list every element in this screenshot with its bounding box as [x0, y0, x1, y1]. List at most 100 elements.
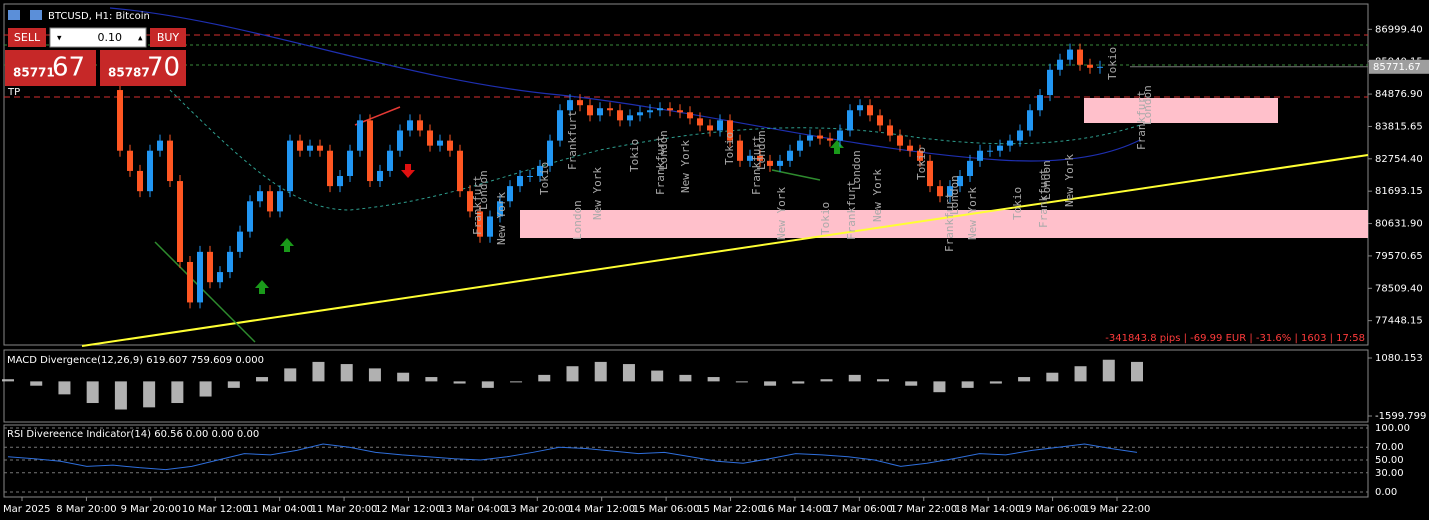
- rsi-tick-label: 0.00: [1375, 487, 1397, 498]
- candle-body: [327, 150, 333, 187]
- macd-bar: [284, 368, 297, 382]
- lot-down: ▾: [57, 34, 62, 44]
- candle-body: [837, 130, 843, 141]
- candle-body: [717, 120, 723, 131]
- buy-label: BUY: [157, 31, 180, 44]
- candle-body: [427, 130, 433, 146]
- candle-body: [827, 138, 833, 141]
- candle-body: [867, 105, 873, 116]
- sell-price-box[interactable]: [5, 50, 96, 86]
- macd-bar: [227, 381, 240, 388]
- session-label: London: [1040, 160, 1053, 200]
- candle-body: [577, 100, 583, 106]
- candle-body: [797, 140, 803, 151]
- candle-body: [727, 120, 733, 141]
- candle-body: [227, 251, 233, 273]
- macd-bar: [1046, 372, 1059, 382]
- sell-button[interactable]: [8, 28, 46, 47]
- candle-body: [467, 191, 473, 212]
- candle-body: [637, 112, 643, 116]
- candle-body: [367, 120, 373, 182]
- icon: [30, 10, 42, 20]
- buy-price-small: 85787: [108, 66, 150, 80]
- time-label: 13 Mar 04:00: [439, 504, 506, 515]
- time-label: 8 Mar 20:00: [56, 504, 116, 515]
- macd-bar: [566, 366, 579, 382]
- candle-body: [997, 145, 1003, 151]
- candle-body: [1027, 110, 1033, 131]
- candle-body: [857, 105, 863, 111]
- macd-bar: [1074, 366, 1087, 382]
- candle-body: [967, 160, 973, 176]
- candle-body: [1067, 49, 1073, 60]
- macd-bar: [651, 370, 664, 382]
- price-tick-label: 78509.40: [1375, 283, 1423, 294]
- session-label: Tokio: [1106, 47, 1119, 80]
- session-label: Frankfurt: [566, 110, 579, 170]
- rsi-tick-label: 50.00: [1375, 455, 1404, 466]
- session-label: Tokio: [819, 202, 832, 235]
- session-label: London: [755, 130, 768, 170]
- candle-body: [387, 150, 393, 171]
- time-label: 11 Mar 20:00: [311, 504, 378, 515]
- session-label: Tokio: [628, 139, 641, 172]
- macd-bar: [397, 372, 410, 382]
- macd-bar: [1131, 361, 1143, 382]
- macd-bar: [340, 364, 353, 382]
- candle-body: [277, 191, 283, 212]
- macd-bar: [481, 381, 494, 388]
- session-label: London: [1141, 85, 1154, 125]
- candle-body: [1097, 66, 1103, 68]
- candle-body: [647, 110, 653, 113]
- time-label: 8 Mar 2025: [0, 504, 51, 515]
- buy-button[interactable]: [150, 28, 186, 47]
- candle-body: [987, 150, 993, 152]
- candle-body: [947, 186, 953, 197]
- candle-body: [747, 155, 753, 161]
- candle-body: [147, 150, 153, 192]
- macd-bar: [933, 381, 946, 393]
- session-label: London: [571, 200, 584, 240]
- time-label: 13 Mar 20:00: [504, 504, 571, 515]
- candle-body: [407, 120, 413, 131]
- candle-body: [377, 170, 383, 182]
- candle-body: [697, 118, 703, 126]
- candle-body: [547, 140, 553, 166]
- buy-arrow: [830, 140, 844, 154]
- current-price-tag: [1369, 59, 1429, 74]
- rsi-tick-label: 70.00: [1375, 442, 1404, 453]
- candle-body: [497, 201, 503, 217]
- candle-body: [877, 115, 883, 126]
- tp-label: TP: [7, 87, 20, 98]
- candle-body: [207, 251, 213, 283]
- zone: [520, 210, 1368, 238]
- macd-bar: [2, 379, 14, 382]
- macd-bar: [453, 381, 466, 384]
- session-label: Frankfurt: [845, 180, 858, 240]
- time-label: 19 Mar 22:00: [1084, 504, 1151, 515]
- session-label: Frankfurt: [750, 135, 763, 195]
- candle-body: [127, 150, 133, 171]
- buy-price-big: 70: [147, 53, 180, 83]
- lot-input[interactable]: [49, 27, 147, 48]
- sell-price-small: 85771: [13, 66, 55, 80]
- candles: [117, 43, 1103, 309]
- candle-body: [1037, 95, 1043, 111]
- session-label: Frankfurt: [471, 175, 484, 235]
- macd-bar: [848, 374, 861, 382]
- candle-body: [137, 170, 143, 192]
- macd-tick-label: -1599.799: [1375, 411, 1426, 422]
- candle-body: [487, 216, 493, 237]
- macd-bar: [114, 381, 127, 410]
- candle-body: [457, 150, 463, 192]
- candle-body: [527, 175, 533, 177]
- sell-arrow: [401, 164, 415, 178]
- candle-body: [597, 108, 603, 116]
- price-tick-label: 83815.65: [1375, 121, 1423, 132]
- buy-price-box[interactable]: [100, 50, 186, 86]
- candle-body: [357, 120, 363, 151]
- candle-body: [817, 135, 823, 139]
- candle-body: [787, 150, 793, 161]
